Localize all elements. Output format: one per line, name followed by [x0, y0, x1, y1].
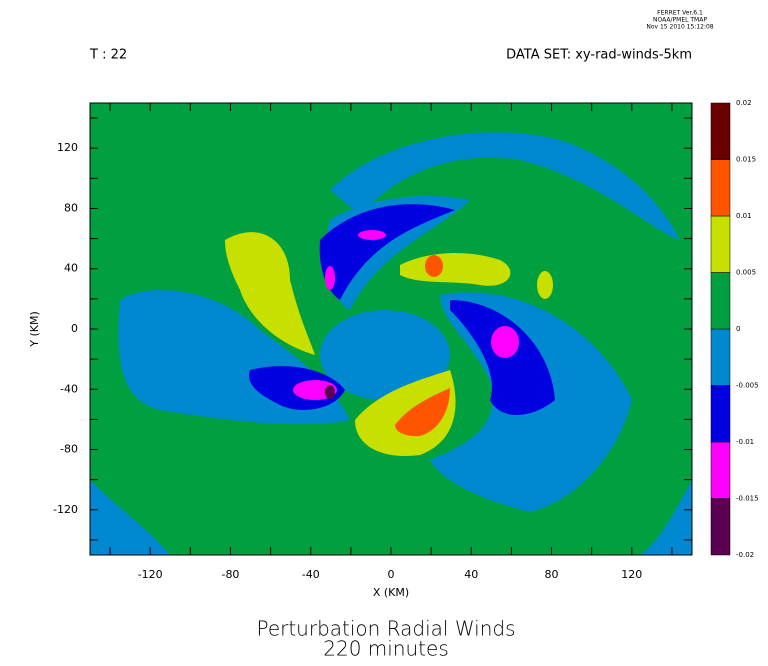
colorbar-cell [710, 328, 731, 386]
contour-region [320, 310, 450, 400]
contour-region [90, 480, 170, 555]
colorbar-label: -0.005 [736, 382, 759, 390]
stamp: Nov 15 2010 15:12:08 [646, 24, 713, 31]
dataset-label: DATA SET: xy-rad-winds-5km [506, 48, 692, 63]
contour-region [425, 255, 443, 277]
x-axis-label: X (KM) [373, 586, 409, 599]
stamp: NOAA/PMEL TMAP [653, 17, 707, 24]
y-tick-label: 0 [71, 322, 78, 335]
chart-subtitle: 220 minutes [323, 637, 449, 661]
contour-region [225, 232, 315, 355]
contour-region [330, 132, 680, 240]
y-tick-label: 80 [64, 201, 78, 214]
colorbar-label: -0.015 [736, 495, 759, 503]
colorbar-label: -0.01 [736, 438, 754, 446]
x-tick-label: -120 [138, 568, 163, 581]
x-tick-label: -80 [221, 568, 239, 581]
y-tick-label: 120 [57, 141, 78, 154]
contour-region [358, 230, 386, 240]
time-label: T : 22 [89, 48, 127, 63]
contour-region [325, 266, 335, 290]
contour-fill [90, 132, 692, 555]
stamp: FERRET Ver.6.1 [657, 10, 703, 17]
x-tick-label: 120 [621, 568, 642, 581]
colorbar-label: 0.02 [736, 99, 752, 107]
colorbar-label: 0.015 [736, 156, 756, 164]
y-tick-label: -40 [60, 382, 78, 395]
colorbar-label: -0.02 [736, 551, 754, 559]
contour-region [355, 370, 456, 456]
colorbar-cell [710, 102, 731, 160]
contour-region [537, 271, 553, 299]
colorbar-cell [710, 385, 731, 443]
colorbar-cell [710, 441, 731, 499]
x-tick-label: 0 [388, 568, 395, 581]
x-tick-label: -40 [302, 568, 320, 581]
colorbar-cell [710, 215, 731, 273]
y-tick-label: -80 [60, 443, 78, 456]
colorbar-cell [710, 498, 731, 556]
contour-region [325, 385, 335, 399]
x-tick-label: 80 [545, 568, 559, 581]
y-tick-label: -120 [53, 503, 78, 516]
colorbar-label: 0.005 [736, 269, 756, 277]
colorbar-label: 0.01 [736, 212, 752, 220]
contour-region [640, 480, 692, 555]
contour-region [319, 204, 455, 300]
colorbar-label: 0 [736, 325, 740, 333]
colorbar-cell [710, 159, 731, 217]
contour-region [491, 326, 519, 358]
colorbar-cell [710, 272, 731, 330]
y-axis-label: Y (KM) [28, 311, 41, 348]
x-tick-label: 40 [464, 568, 478, 581]
y-tick-label: 40 [64, 262, 78, 275]
chart-title: Perturbation Radial Winds [256, 617, 515, 641]
contour-region [395, 388, 450, 437]
